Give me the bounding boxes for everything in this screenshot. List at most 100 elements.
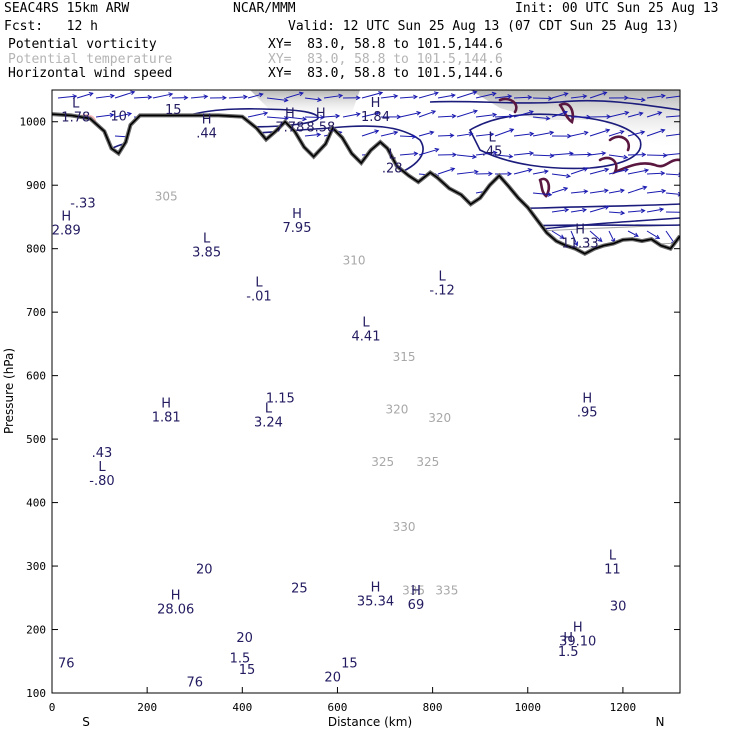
high-marker: H — [292, 207, 302, 222]
wind-vector-head — [563, 186, 569, 192]
wind-vector — [665, 153, 680, 156]
wind-vector — [608, 169, 629, 175]
wind-vector — [646, 190, 666, 194]
wind-vector-head — [563, 92, 569, 97]
wind-vector — [589, 189, 608, 194]
wind-vector — [247, 93, 263, 99]
extremum-value: 3.24 — [254, 415, 283, 430]
x-axis: 0 200 400 600 800 1000 1200 — [49, 687, 636, 714]
wind-vector — [494, 95, 512, 99]
extrema-labels: H28.06H35.34H69H39.10L11L-.80.43H1.81L3.… — [52, 96, 621, 666]
extremum-value: 28.06 — [157, 603, 194, 618]
field-name-potential-vorticity: Potential vorticity — [8, 37, 157, 52]
wind-vector — [665, 192, 680, 195]
low-marker: L — [362, 316, 370, 331]
wind-vector-head — [582, 207, 588, 213]
pv-contour — [598, 156, 680, 175]
extremum-value: 1.84 — [361, 110, 390, 125]
wind-speed-label: 20 — [236, 631, 253, 646]
wind-vector-head — [605, 128, 611, 134]
low-marker: L — [203, 231, 211, 246]
wind-vector-head — [604, 205, 610, 210]
wind-vector — [418, 131, 434, 137]
wind-vector — [589, 168, 609, 175]
wind-vector-head — [583, 167, 589, 172]
wind-vector — [114, 91, 135, 99]
wind-vector — [646, 208, 664, 213]
extremum-value: .44 — [196, 127, 217, 142]
wind-vector-head — [316, 132, 322, 138]
wind-vector — [532, 192, 552, 196]
low-marker: L — [389, 148, 397, 163]
x-tick-label: 400 — [232, 701, 252, 714]
wind-vector-head — [243, 94, 248, 100]
wind-vector-head — [623, 154, 629, 160]
wind-vector — [551, 92, 568, 99]
wind-vector — [304, 97, 322, 101]
x-tick-label: 600 — [328, 701, 348, 714]
theta-label: 305 — [155, 189, 178, 203]
wind-vector-head — [638, 111, 644, 117]
wind-vector — [665, 173, 680, 176]
wind-vector-head — [569, 151, 574, 156]
wind-vector — [361, 112, 379, 118]
high-marker: H — [316, 106, 326, 121]
high-marker: H — [202, 113, 212, 128]
wind-vector — [361, 130, 379, 137]
y-axis: 100 200 300 400 500 600 700 800 900 1000 — [20, 116, 680, 700]
wind-vector — [627, 97, 645, 101]
wind-vector — [342, 113, 360, 118]
wind-speed-label: 76 — [58, 657, 75, 672]
wind-vector — [627, 112, 643, 118]
wind-vector-head — [320, 115, 325, 120]
wind-vector — [570, 190, 588, 194]
wind-vector — [437, 94, 455, 99]
wind-vector — [532, 131, 554, 137]
endpoint-right-label: N — [656, 715, 665, 729]
wind-vector-head — [488, 171, 493, 177]
high-marker: H — [575, 222, 585, 237]
wind-vector — [551, 173, 570, 177]
valid-time: Valid: 12 UTC Sun 25 Aug 13 (07 CDT Sun … — [288, 19, 680, 34]
wind-vector-head — [222, 95, 227, 101]
wind-vector-head — [374, 129, 380, 134]
field-name-horizontal-wind-speed: Horizontal wind speed — [8, 66, 173, 81]
wind-vector-head — [317, 97, 323, 102]
wind-vector — [627, 210, 645, 213]
wind-vector-head — [528, 110, 534, 115]
wind-vector — [665, 133, 680, 137]
wind-vector-head — [624, 110, 630, 116]
wind-vector-head — [393, 93, 399, 99]
x-tick-label: 800 — [423, 701, 443, 714]
y-tick-label: 300 — [26, 560, 46, 573]
wind-vector-head — [640, 130, 646, 135]
wind-vector — [665, 115, 680, 118]
extremum-value: 4.41 — [352, 330, 381, 345]
high-marker: H — [285, 106, 295, 121]
extremum-value: 3.85 — [192, 245, 221, 260]
wind-speed-label: 20 — [196, 563, 213, 578]
wind-vector-head — [130, 90, 136, 96]
pv-contour — [608, 135, 631, 152]
wind-vector-head — [258, 92, 264, 98]
wind-vectors — [57, 90, 680, 247]
y-axis-label: Pressure (hPa) — [2, 348, 16, 434]
wind-speed-label: 25 — [291, 582, 308, 597]
y-tick-label: 900 — [26, 179, 46, 192]
wind-vector — [513, 152, 534, 156]
wind-vector-head — [573, 241, 579, 247]
wind-vector-head — [393, 130, 399, 136]
wind-vector-head — [508, 113, 514, 119]
extremum-value: 69 — [408, 598, 425, 613]
theta-label: 315 — [393, 350, 416, 364]
wind-vector-head — [603, 188, 609, 194]
wind-speed-label: 15 — [341, 657, 358, 672]
low-marker: L — [488, 130, 496, 145]
wind-vector-head — [527, 94, 533, 100]
wind-vector — [380, 95, 398, 99]
y-tick-label: 700 — [26, 306, 46, 319]
wind-vector-head — [433, 91, 439, 96]
wind-vector-head — [263, 111, 269, 116]
wind-vector-head — [529, 131, 535, 137]
high-marker: H — [573, 620, 583, 635]
